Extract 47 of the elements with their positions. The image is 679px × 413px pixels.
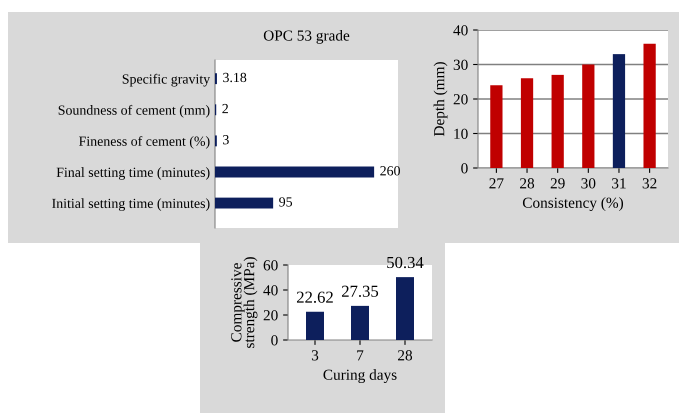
bar [520, 78, 534, 168]
bar [582, 64, 594, 168]
data-label: 260 [380, 166, 400, 176]
data-label: 27.35 [342, 286, 378, 297]
bar [215, 198, 274, 209]
chart-title: OPC 53 grade [264, 30, 350, 44]
y-tick-label: Specific gravity [122, 74, 210, 87]
y-tick-label: Soundness of cement (mm) [58, 104, 210, 118]
y-tick-label: 0 [271, 335, 278, 346]
bar [396, 277, 414, 340]
x-axis-title: Curing days [323, 369, 397, 384]
bar [612, 54, 626, 168]
y-tick-label: 30 [454, 60, 468, 70]
x-tick-label: 27 [489, 178, 504, 188]
x-tick-label: 28 [520, 178, 534, 188]
y-tick-label: 0 [461, 163, 468, 174]
y-tick-label: 10 [454, 128, 468, 139]
data-label: 95 [279, 197, 292, 207]
y-tick-label: Fineness of cement (%) [79, 136, 210, 149]
bar [552, 74, 564, 168]
x-axis-title: Consistency (%) [522, 197, 624, 212]
y-axis-title: Depth (mm) [434, 62, 448, 136]
x-tick-label: 29 [550, 178, 565, 188]
bar [306, 312, 324, 340]
y-tick-label: Initial setting time (minutes) [52, 198, 210, 211]
y-axis-title: Compressive strength (MPa) [231, 257, 258, 348]
bar [215, 166, 374, 178]
y-tick-label: 20 [264, 310, 278, 320]
data-label: 50.34 [387, 256, 424, 268]
x-tick-label: 28 [398, 350, 412, 360]
data-label: 3.18 [223, 72, 246, 82]
y-tick-label: 20 [454, 94, 468, 104]
x-tick-label: 3 [312, 350, 318, 360]
y-tick-label: 40 [453, 25, 468, 36]
data-label: 22.62 [296, 292, 333, 303]
data-label: 3 [223, 135, 229, 144]
bar [351, 306, 369, 340]
x-tick-label: 7 [357, 350, 364, 360]
data-label: 2 [222, 104, 228, 114]
y-tick-label: 60 [264, 260, 278, 270]
y-tick-label: 40 [263, 285, 278, 296]
x-tick-label: 32 [642, 178, 656, 188]
x-tick-label: 30 [581, 178, 596, 188]
bar [490, 85, 503, 168]
y-tick-label: Final setting time (minutes) [56, 167, 210, 180]
bar [643, 44, 656, 168]
x-tick-label: 31 [612, 178, 626, 188]
